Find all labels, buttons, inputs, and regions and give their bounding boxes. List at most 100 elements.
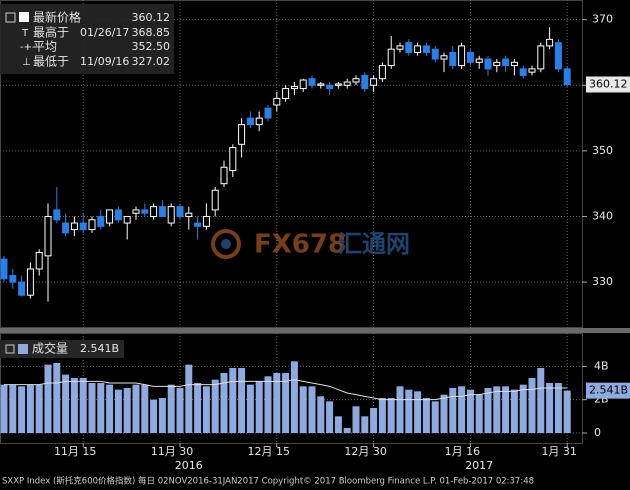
volume-bar	[519, 384, 527, 433]
volume-bar	[546, 383, 554, 433]
volume-bar	[343, 428, 351, 433]
legend-label: 最新价格	[33, 10, 81, 25]
legend-date: 01/26/17	[80, 26, 129, 39]
volume-bar	[510, 389, 518, 433]
candle-body	[246, 117, 254, 126]
volume-bar	[0, 384, 8, 433]
volume-bar	[440, 394, 448, 433]
volume-bar	[176, 388, 184, 433]
candle-body	[35, 252, 43, 270]
candle-body	[396, 45, 404, 50]
volume-bar	[185, 364, 193, 433]
candle-body	[528, 68, 536, 73]
volume-bar	[70, 378, 78, 433]
volume-bar	[35, 384, 43, 433]
volume-bar	[141, 384, 149, 433]
candle-body	[158, 206, 166, 217]
candle-body	[290, 86, 298, 90]
candle-body	[334, 83, 342, 86]
volume-bar	[18, 386, 26, 433]
candle-body	[79, 222, 87, 231]
volume-bar	[484, 388, 492, 433]
volume-bar	[422, 398, 430, 433]
legend-icon	[5, 12, 16, 23]
candle-body	[282, 88, 290, 99]
moving-average-line	[4, 379, 568, 401]
volume-bar	[299, 386, 307, 433]
volume-bar	[308, 386, 316, 433]
candle-body	[431, 48, 439, 60]
candle-body	[414, 45, 422, 53]
candle-body	[510, 61, 518, 67]
candle-body	[176, 206, 184, 217]
candle-body	[150, 206, 158, 217]
volume-bar	[62, 374, 70, 433]
candle-body	[255, 117, 263, 126]
volume-bar	[466, 389, 474, 433]
candle-body	[370, 78, 378, 86]
footer: SXXP Index (斯托克600价格指数) 每日 02NOV2016-31J…	[2, 476, 534, 487]
candle-body	[484, 58, 492, 70]
volume-bar	[414, 391, 422, 433]
volume-bar	[246, 384, 254, 433]
legend-icon: -+-	[20, 42, 36, 53]
candle-body	[326, 84, 334, 90]
candle-body	[220, 166, 228, 185]
legend-label: 最低于	[33, 55, 69, 69]
volume-bar	[528, 378, 536, 433]
volume-bar	[370, 408, 378, 433]
candle-body	[422, 45, 430, 53]
legend-label: 成交量	[32, 341, 68, 356]
volume-bar	[202, 386, 210, 433]
legend-value: 327.02	[132, 55, 171, 68]
volume-bar	[255, 381, 263, 433]
price-tag-label: 360.12	[589, 77, 628, 90]
candle-body	[387, 48, 395, 67]
volume-bar	[317, 396, 325, 433]
watermark-brand: FX678	[254, 230, 346, 260]
legend-value: 360.12	[132, 11, 171, 24]
watermark: FX678 汇通网	[211, 229, 410, 260]
volume-bar	[264, 376, 272, 433]
candle-body	[563, 68, 571, 85]
candle-body	[18, 281, 26, 296]
volume-bar	[88, 383, 96, 433]
candle-body	[264, 107, 272, 119]
candle-body	[546, 38, 554, 47]
legend-icon	[5, 344, 15, 354]
candle-body	[273, 97, 281, 106]
volume-bar	[273, 373, 281, 433]
x-tick-label: 11月 30	[151, 445, 194, 458]
volume-bar	[238, 368, 246, 433]
candle-body	[202, 215, 210, 227]
candle-body	[308, 78, 316, 86]
volume-bar	[132, 384, 140, 433]
legend-label: 平均	[33, 40, 57, 54]
x-tick-label: 11月 15	[54, 445, 97, 458]
volume-bar	[554, 383, 562, 433]
candle-body	[211, 189, 219, 211]
candle-body	[537, 45, 545, 70]
volume-bar	[106, 384, 114, 433]
legend-value: 352.50	[132, 40, 171, 53]
candle-body	[141, 209, 149, 214]
candle-body	[167, 206, 175, 224]
volume-bar	[563, 390, 571, 433]
volume-bar	[194, 383, 202, 433]
volume-bar	[97, 383, 105, 433]
y-tick-label: 330	[592, 275, 613, 288]
volume-bar	[53, 363, 61, 433]
legend-icon: T	[21, 28, 29, 39]
x-group-label: 2017	[465, 459, 493, 472]
candle-body	[299, 79, 307, 90]
volume-bar	[290, 361, 298, 433]
volume-bar	[458, 386, 466, 433]
candle-body	[194, 222, 202, 227]
volume-bar	[26, 384, 34, 433]
candle-body	[238, 124, 246, 145]
volume-bar	[352, 406, 360, 433]
volume-bar	[334, 416, 342, 433]
candle-body	[449, 51, 457, 67]
